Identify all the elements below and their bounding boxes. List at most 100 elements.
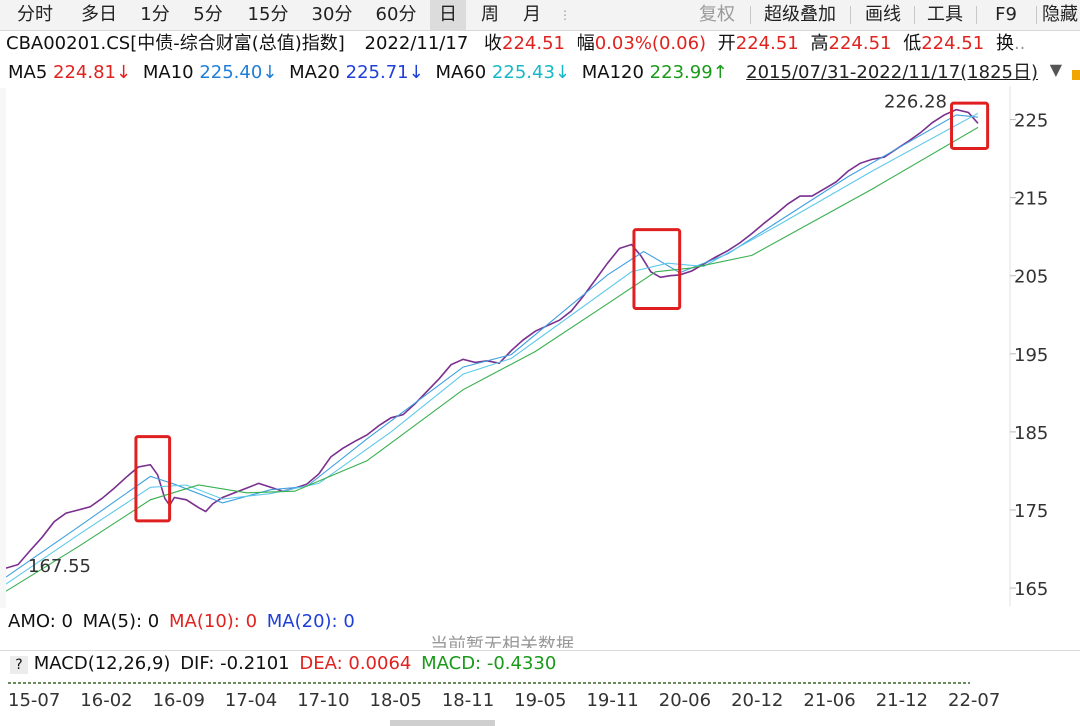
macd-histogram: [8, 682, 970, 684]
price-line: [5, 108, 979, 569]
close-label: 收: [484, 33, 503, 54]
ma120-value: 223.99↑: [649, 62, 728, 83]
period-tab-month[interactable]: 月: [523, 4, 541, 25]
dropdown-arrow-icon[interactable]: ▼: [1049, 60, 1062, 79]
toolbar-divider: [750, 6, 751, 24]
min-price-label: 167.55: [28, 556, 91, 577]
high-label: 高: [810, 33, 829, 54]
date-range-selector[interactable]: 2015/07/31-2022/11/17(1825日): [746, 62, 1038, 83]
drawline-button[interactable]: 画线: [865, 4, 901, 25]
turnover-dots: ..: [1013, 33, 1026, 54]
overlay-button[interactable]: 超级叠加: [764, 4, 836, 25]
price-chart[interactable]: 165 175 185 195 205 215 225 167.55 226.28: [0, 86, 1080, 606]
period-tab-day[interactable]: 日: [430, 0, 466, 30]
quote-date: 2022/11/17: [364, 33, 469, 54]
dea-label: DEA:: [299, 653, 343, 674]
dif-value: -0.2101: [220, 653, 290, 674]
period-tab-week[interactable]: 周: [481, 4, 499, 25]
y-tick-label: 185: [1014, 423, 1048, 444]
macd-label: MACD:: [421, 653, 482, 674]
x-tick-label: 16-02: [80, 690, 133, 711]
toolbar-divider: [914, 6, 915, 24]
toolbar-divider: [850, 6, 851, 24]
change-label: 幅: [576, 33, 595, 54]
flag-icon: [1072, 70, 1080, 80]
macd-value: -0.4330: [486, 653, 557, 674]
highlight-box: [632, 228, 682, 311]
y-axis-ticks: 165 175 185 195 205 215 225: [1010, 111, 1048, 600]
x-tick-label: 18-05: [369, 690, 422, 711]
ma20-label: MA20: [289, 62, 340, 83]
left-edge-strip: [0, 88, 6, 608]
ma60-label: MA60: [435, 62, 487, 83]
amo-ma5: MA(5): 0: [82, 611, 160, 632]
close-value: 224.51: [502, 33, 565, 54]
help-icon[interactable]: ?: [10, 656, 28, 674]
period-tab-fenshi[interactable]: 分时: [17, 4, 53, 25]
ma60-line: [5, 126, 979, 592]
low-label: 低: [903, 33, 922, 54]
toolbar-divider: [1036, 6, 1037, 24]
y-tick-label: 215: [1014, 189, 1048, 210]
period-tab-15min[interactable]: 15分: [247, 4, 289, 25]
amo-ma10: MA(10): 0: [169, 611, 258, 632]
ma60-value: 225.43↓: [491, 62, 570, 83]
y-tick-label: 195: [1014, 345, 1048, 366]
x-axis: 15-07 16-02 16-09 17-04 17-10 18-05 18-11 19-05…: [0, 690, 1080, 720]
hide-button[interactable]: 隐藏: [1042, 4, 1078, 25]
ma10-label: MA10: [142, 62, 194, 83]
ma120-label: MA120: [581, 62, 644, 83]
period-tab-30min[interactable]: 30分: [311, 4, 353, 25]
period-toolbar: 分时 多日 1分 5分 15分 30分 60分 日 周 月 ⋮ 复权 超级叠加 …: [0, 0, 1080, 31]
open-label: 开: [717, 33, 736, 54]
macd-name[interactable]: MACD(12,26,9): [33, 653, 171, 674]
x-tick-label: 22-07: [948, 690, 1001, 711]
ma5-value: 224.81↓: [53, 62, 132, 83]
highlight-box: [950, 101, 990, 150]
index-code-name: CBA00201.CS[中债-综合财富(总值)指数]: [6, 33, 345, 54]
highlight-box: [134, 435, 172, 523]
max-price-label: 226.28: [884, 92, 947, 113]
ma20-value: 225.71↓: [345, 62, 424, 83]
chart-plot-area: [6, 86, 1010, 606]
ma10-line: [5, 114, 979, 578]
ma-legend-line: MA5 224.81↓ MA10 225.40↓ MA20 225.71↓ MA…: [0, 59, 1080, 87]
change-value: 0.03%(0.06): [594, 33, 707, 54]
turnover-label: 换: [995, 33, 1014, 54]
quote-info-line: CBA00201.CS[中债-综合财富(总值)指数] 2022/11/17 收2…: [0, 30, 1080, 58]
x-tick-label: 21-12: [875, 690, 928, 711]
x-tick-label: 15-07: [8, 690, 61, 711]
y-tick-label: 205: [1014, 267, 1048, 288]
chart-scrollbar[interactable]: [390, 720, 495, 726]
no-data-message: 当前暂无相关数据: [430, 635, 574, 648]
ma5-label: MA5: [8, 62, 48, 83]
x-tick-label: 20-06: [658, 690, 712, 711]
more-periods-icon[interactable]: ⋮: [559, 8, 571, 22]
fuquan-button[interactable]: 复权: [699, 4, 735, 25]
toolbar-divider: [976, 6, 977, 24]
period-tab-duori[interactable]: 多日: [81, 4, 117, 25]
ma10-value: 225.40↓: [199, 62, 278, 83]
amo-value: AMO: 0: [8, 611, 73, 632]
x-tick-label: 17-04: [224, 690, 278, 711]
y-tick-label: 175: [1014, 501, 1048, 522]
x-tick-label: 21-06: [803, 690, 856, 711]
period-tab-1min[interactable]: 1分: [140, 4, 170, 25]
amo-ma20: MA(20): 0: [266, 611, 355, 632]
macd-indicator-line: ? MACD(12,26,9) DIF: -0.2101 DEA: 0.0064…: [0, 650, 1080, 677]
y-tick-label: 165: [1014, 579, 1048, 600]
x-tick-label: 20-12: [731, 690, 784, 711]
dif-label: DIF:: [180, 653, 215, 674]
highlight-boxes: [134, 101, 990, 523]
x-tick-label: 16-09: [152, 690, 205, 711]
amo-indicator-line: AMO: 0 MA(5): 0 MA(10): 0 MA(20): 0: [8, 610, 355, 634]
period-tab-5min[interactable]: 5分: [193, 4, 223, 25]
x-tick-label: 19-11: [586, 690, 639, 711]
f9-button[interactable]: F9: [995, 4, 1017, 25]
x-tick-label: 17-10: [297, 690, 350, 711]
dea-value: 0.0064: [348, 653, 412, 674]
period-tab-60min[interactable]: 60分: [375, 4, 417, 25]
x-tick-label: 19-05: [514, 690, 567, 711]
low-value: 224.51: [921, 33, 985, 54]
tools-button[interactable]: 工具: [927, 4, 963, 25]
